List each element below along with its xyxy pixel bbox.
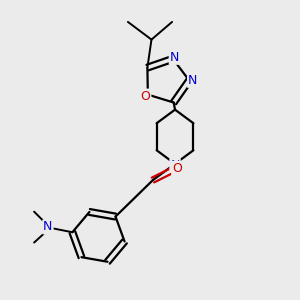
Text: N: N xyxy=(170,159,180,172)
Text: N: N xyxy=(188,74,197,87)
Text: O: O xyxy=(141,90,150,103)
Text: N: N xyxy=(170,51,179,64)
Text: O: O xyxy=(172,162,182,175)
Text: N: N xyxy=(43,220,52,233)
